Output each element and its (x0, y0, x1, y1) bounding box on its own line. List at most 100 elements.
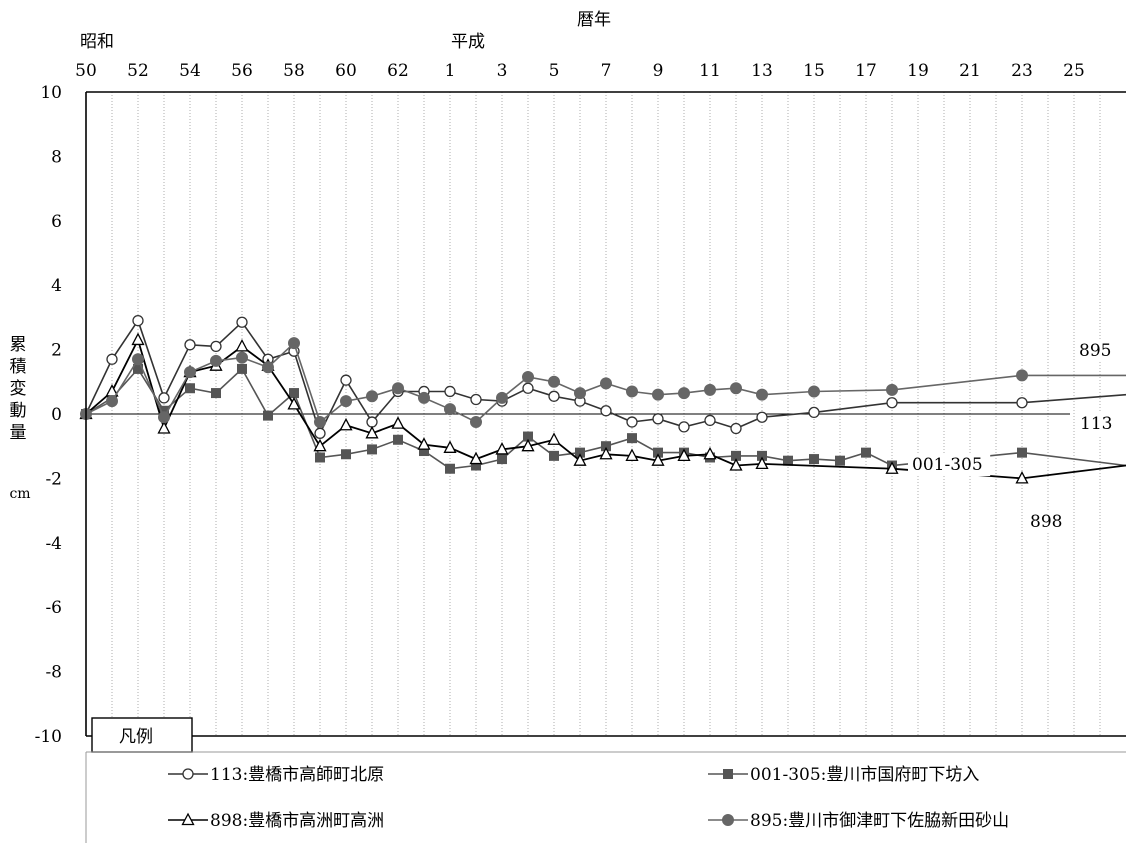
data-point (418, 391, 430, 404)
data-point (211, 388, 221, 399)
x-tick-label: 54 (179, 61, 201, 81)
data-point (835, 455, 845, 466)
data-point (182, 768, 194, 780)
data-point (443, 440, 457, 453)
legend: 凡例 113:豊橋市高師町北原 898:豊橋市高洲町高洲 001-305:豊川市国府町… (85, 717, 1126, 843)
data-point (469, 451, 483, 465)
series-group (79, 314, 1126, 484)
data-point (419, 446, 429, 457)
x-tick-label: 23 (1011, 61, 1033, 81)
data-point (340, 395, 352, 408)
data-point (627, 433, 637, 444)
data-point (495, 442, 509, 455)
y-axis-unit: cm (9, 486, 30, 502)
data-point (391, 416, 405, 429)
y-tick-label: 2 (51, 341, 62, 361)
data-point (522, 370, 534, 383)
data-point (1017, 447, 1027, 458)
data-point (470, 393, 482, 406)
y-axis-label-char: 量 (10, 423, 27, 443)
data-point (652, 413, 664, 425)
x-tick-label: 56 (231, 61, 253, 81)
data-point (262, 361, 274, 374)
data-point (723, 769, 733, 779)
data-point (365, 425, 379, 439)
data-point (210, 340, 222, 353)
series-895 (80, 337, 1126, 429)
y-tick-label: 6 (51, 212, 62, 232)
y-axis-label-char: 変 (10, 379, 27, 399)
data-point (625, 448, 639, 462)
series-113 (80, 314, 1126, 439)
data-point (496, 391, 508, 404)
y-tick-label: -4 (45, 534, 62, 554)
x-tick-label: 58 (283, 61, 305, 81)
era-label-heisei: 平成 (451, 32, 485, 52)
data-point (1016, 397, 1028, 409)
x-tick-label: 62 (387, 61, 409, 81)
x-tick-label: 1 (445, 61, 456, 81)
data-point (132, 314, 144, 327)
y-tick-label: 8 (51, 147, 62, 167)
data-point (289, 388, 299, 399)
series-label-bg (908, 453, 991, 476)
data-point (185, 383, 195, 394)
series-label: 001-305 (912, 455, 983, 475)
data-point (756, 411, 768, 423)
y-tick-label: 10 (40, 83, 62, 103)
data-point (730, 422, 742, 435)
data-point (1015, 470, 1029, 484)
data-point (783, 455, 793, 466)
data-point (677, 448, 691, 462)
data-point (548, 375, 560, 388)
x-tick-label: 15 (803, 61, 825, 81)
data-point (444, 385, 456, 398)
data-point (575, 447, 585, 458)
data-point (808, 385, 820, 398)
data-point (521, 438, 535, 452)
data-point (678, 387, 690, 400)
data-point (601, 441, 611, 452)
data-point (549, 450, 559, 461)
data-point (886, 397, 898, 409)
data-point (885, 461, 899, 474)
data-point (573, 453, 587, 466)
y-tick-label: 4 (51, 276, 62, 296)
data-point (157, 421, 171, 434)
data-point (722, 814, 734, 826)
data-point (339, 417, 353, 431)
x-tick-label: 3 (497, 61, 508, 81)
series-label-bg (1076, 412, 1116, 435)
x-tick-label: 9 (653, 61, 664, 81)
legend-entry: 898:豊橋市高洲町高洲 (168, 811, 384, 831)
series-label-bg (1026, 510, 1066, 533)
data-point (704, 414, 716, 427)
legend-entry: 113:豊橋市高師町北原 (168, 765, 384, 785)
data-point (184, 366, 196, 379)
data-point (287, 396, 301, 410)
series-label: 895 (1079, 341, 1111, 361)
data-point (626, 416, 638, 428)
data-point (417, 437, 431, 450)
data-point (315, 452, 325, 463)
x-tick-label: 52 (127, 61, 149, 81)
legend-title: 凡例 (119, 727, 153, 747)
series-label: 113 (1080, 414, 1112, 434)
legend-entry: 001-305:豊川市国府町下坊入 (708, 765, 979, 785)
legend-label: 113:豊橋市高師町北原 (210, 765, 384, 785)
data-point (808, 406, 820, 419)
data-point (445, 463, 455, 474)
legend-label: 895:豊川市御津町下佐脇新田砂山 (750, 811, 1009, 831)
series-label: 898 (1030, 512, 1062, 532)
data-point (131, 332, 145, 346)
data-point (366, 416, 378, 428)
data-point (548, 390, 560, 402)
data-point (755, 456, 769, 470)
y-tick-label: -6 (45, 598, 62, 618)
x-tick-label: 60 (335, 61, 357, 81)
legend-entry: 895:豊川市御津町下佐脇新田砂山 (708, 811, 1009, 831)
data-point (159, 405, 169, 416)
y-tick-label: -8 (45, 663, 62, 683)
